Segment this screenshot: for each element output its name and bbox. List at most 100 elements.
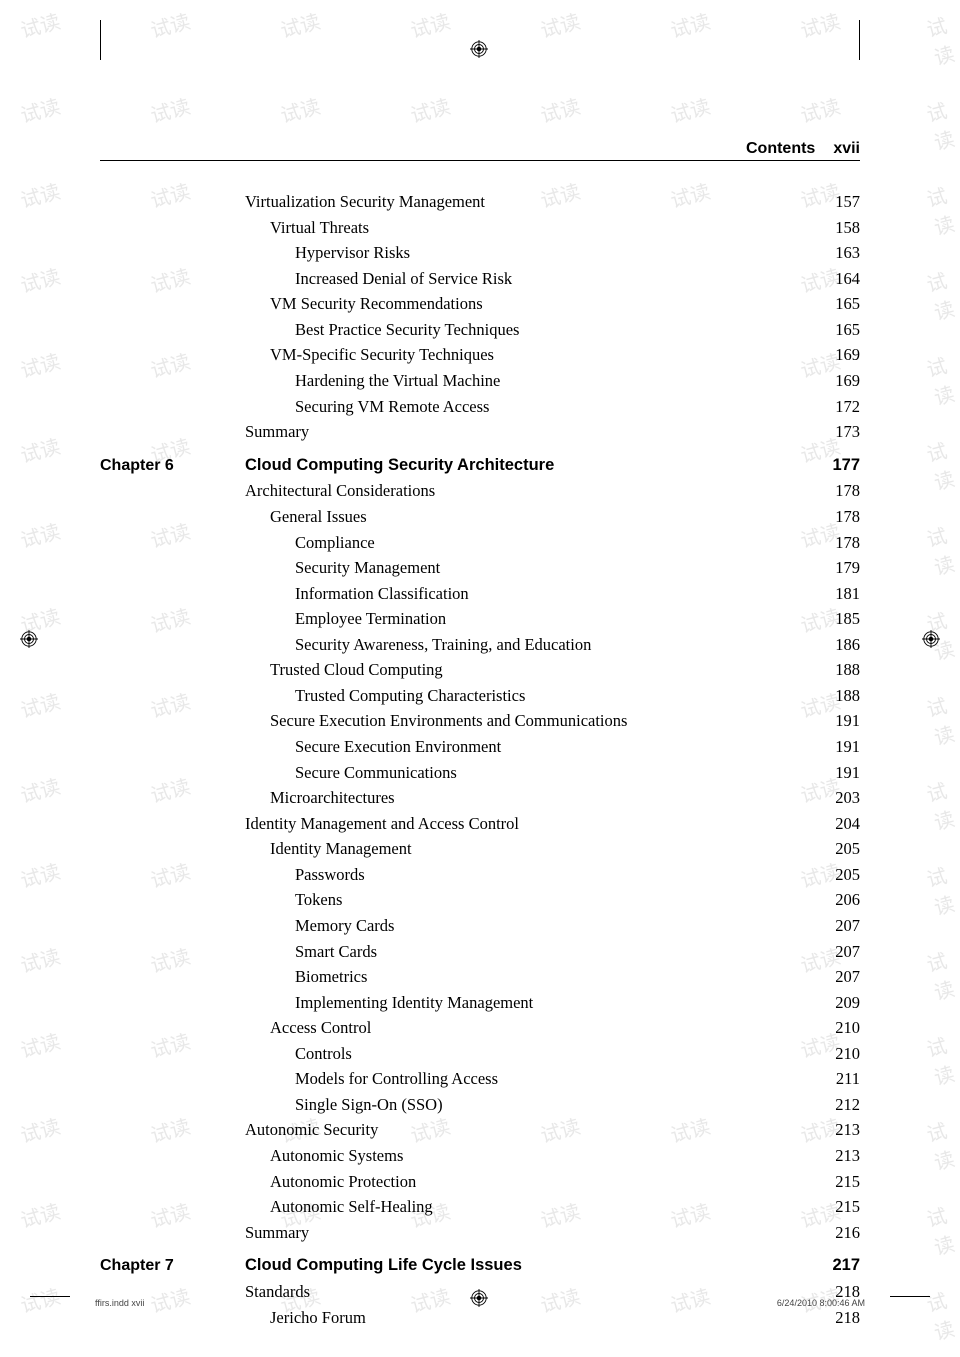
toc-entry-row: Microarchitectures203 [100, 785, 860, 811]
toc-entry-row: Access Control210 [100, 1015, 860, 1041]
entry-page: 207 [800, 964, 860, 990]
watermark-text: 试读 [17, 1195, 63, 1233]
crop-mark [30, 1296, 70, 1297]
toc-entry-row: Summary216 [100, 1220, 860, 1246]
watermark-text: 试读 [17, 770, 63, 808]
entry-text: Models for Controlling Access [295, 1066, 800, 1092]
toc-entry-row: Autonomic Protection215 [100, 1169, 860, 1195]
watermark-text: 试读 [17, 430, 63, 468]
toc-entry-row: VM-Specific Security Techniques169 [100, 342, 860, 368]
watermark-text: 试读 [17, 855, 63, 893]
entry-page: 191 [800, 734, 860, 760]
watermark-text: 试读 [17, 260, 63, 298]
toc-chapter-row: Chapter 7Cloud Computing Life Cycle Issu… [100, 1253, 860, 1279]
entry-page: 216 [800, 1220, 860, 1246]
watermark-text: 试读 [407, 90, 453, 128]
entry-page: 178 [800, 478, 860, 504]
toc-entry-row: Hardening the Virtual Machine169 [100, 368, 860, 394]
entry-text: Hypervisor Risks [295, 240, 800, 266]
crop-mark [859, 20, 860, 60]
entry-text: Secure Execution Environments and Commun… [270, 708, 800, 734]
toc-entry-row: Autonomic Security213 [100, 1117, 860, 1143]
entry-page: 164 [800, 266, 860, 292]
entry-text: Autonomic Systems [270, 1143, 800, 1169]
entry-text: Architectural Considerations [245, 478, 800, 504]
watermark-text: 试读 [923, 92, 960, 156]
entry-page: 188 [800, 683, 860, 709]
watermark-text: 试读 [923, 1027, 960, 1091]
toc-entry-row: Autonomic Systems213 [100, 1143, 860, 1169]
entry-text: Identity Management [270, 836, 800, 862]
entry-text: Microarchitectures [270, 785, 800, 811]
toc-entry-row: Employee Termination185 [100, 606, 860, 632]
watermark-text: 试读 [923, 262, 960, 326]
watermark-text: 试读 [277, 5, 323, 43]
entry-text: Single Sign-On (SSO) [295, 1092, 800, 1118]
entry-page: 172 [800, 394, 860, 420]
entry-page: 215 [800, 1169, 860, 1195]
entry-page: 165 [800, 317, 860, 343]
toc-entry-row: Virtual Threats158 [100, 215, 860, 241]
entry-text: Passwords [295, 862, 800, 888]
entry-page: 218 [800, 1305, 860, 1331]
toc-entry-row: Trusted Cloud Computing188 [100, 657, 860, 683]
entry-text: Information Classification [295, 581, 800, 607]
chapter-title: Cloud Computing Life Cycle Issues [245, 1253, 800, 1279]
entry-text: Memory Cards [295, 913, 800, 939]
toc-chapter-row: Chapter 6Cloud Computing Security Archit… [100, 453, 860, 479]
watermark-text: 试读 [17, 1280, 63, 1318]
entry-text: Smart Cards [295, 939, 800, 965]
registration-mark-icon [922, 630, 940, 648]
header-title: Contents [746, 140, 815, 158]
watermark-text: 试读 [923, 687, 960, 751]
entry-page: 191 [800, 708, 860, 734]
watermark-text: 试读 [537, 5, 583, 43]
entry-page: 207 [800, 939, 860, 965]
watermark-text: 试读 [17, 90, 63, 128]
entry-page: 211 [800, 1066, 860, 1092]
entry-page: 203 [800, 785, 860, 811]
watermark-text: 试读 [17, 515, 63, 553]
toc-entry-row: Architectural Considerations178 [100, 478, 860, 504]
entry-page: 210 [800, 1015, 860, 1041]
entry-text: Increased Denial of Service Risk [295, 266, 800, 292]
watermark-text: 试读 [923, 857, 960, 921]
toc-entry-row: Smart Cards207 [100, 939, 860, 965]
toc-entry-row: Passwords205 [100, 862, 860, 888]
toc-entry-row: Hypervisor Risks163 [100, 240, 860, 266]
toc-entry-row: Controls210 [100, 1041, 860, 1067]
entry-text: Jericho Forum [270, 1305, 800, 1331]
chapter-page: 177 [800, 453, 860, 479]
chapter-page: 217 [800, 1253, 860, 1279]
toc-entry-row: Compliance178 [100, 530, 860, 556]
toc-entry-row: Secure Execution Environments and Commun… [100, 708, 860, 734]
crop-mark [100, 20, 101, 60]
entry-page: 163 [800, 240, 860, 266]
entry-page: 178 [800, 504, 860, 530]
toc-entry-row: General Issues178 [100, 504, 860, 530]
watermark-text: 试读 [17, 5, 63, 43]
page-header: Contents xvii [100, 140, 860, 161]
entry-text: Identity Management and Access Control [245, 811, 800, 837]
watermark-text: 试读 [147, 5, 193, 43]
toc-entry-row: VM Security Recommendations165 [100, 291, 860, 317]
entry-text: Summary [245, 419, 800, 445]
entry-text: Summary [245, 1220, 800, 1246]
watermark-text: 试读 [923, 7, 960, 71]
watermark-text: 试读 [17, 345, 63, 383]
entry-page: 209 [800, 990, 860, 1016]
chapter-title: Cloud Computing Security Architecture [245, 453, 800, 479]
entry-text: General Issues [270, 504, 800, 530]
watermark-text: 试读 [17, 175, 63, 213]
watermark-text: 试读 [797, 90, 843, 128]
toc-entry-row: Jericho Forum218 [100, 1305, 860, 1331]
entry-text: Hardening the Virtual Machine [295, 368, 800, 394]
entry-page: 179 [800, 555, 860, 581]
entry-page: 188 [800, 657, 860, 683]
entry-page: 165 [800, 291, 860, 317]
entry-text: Trusted Computing Characteristics [295, 683, 800, 709]
entry-page: 186 [800, 632, 860, 658]
watermark-text: 试读 [923, 1282, 960, 1346]
watermark-text: 试读 [923, 177, 960, 241]
entry-page: 191 [800, 760, 860, 786]
